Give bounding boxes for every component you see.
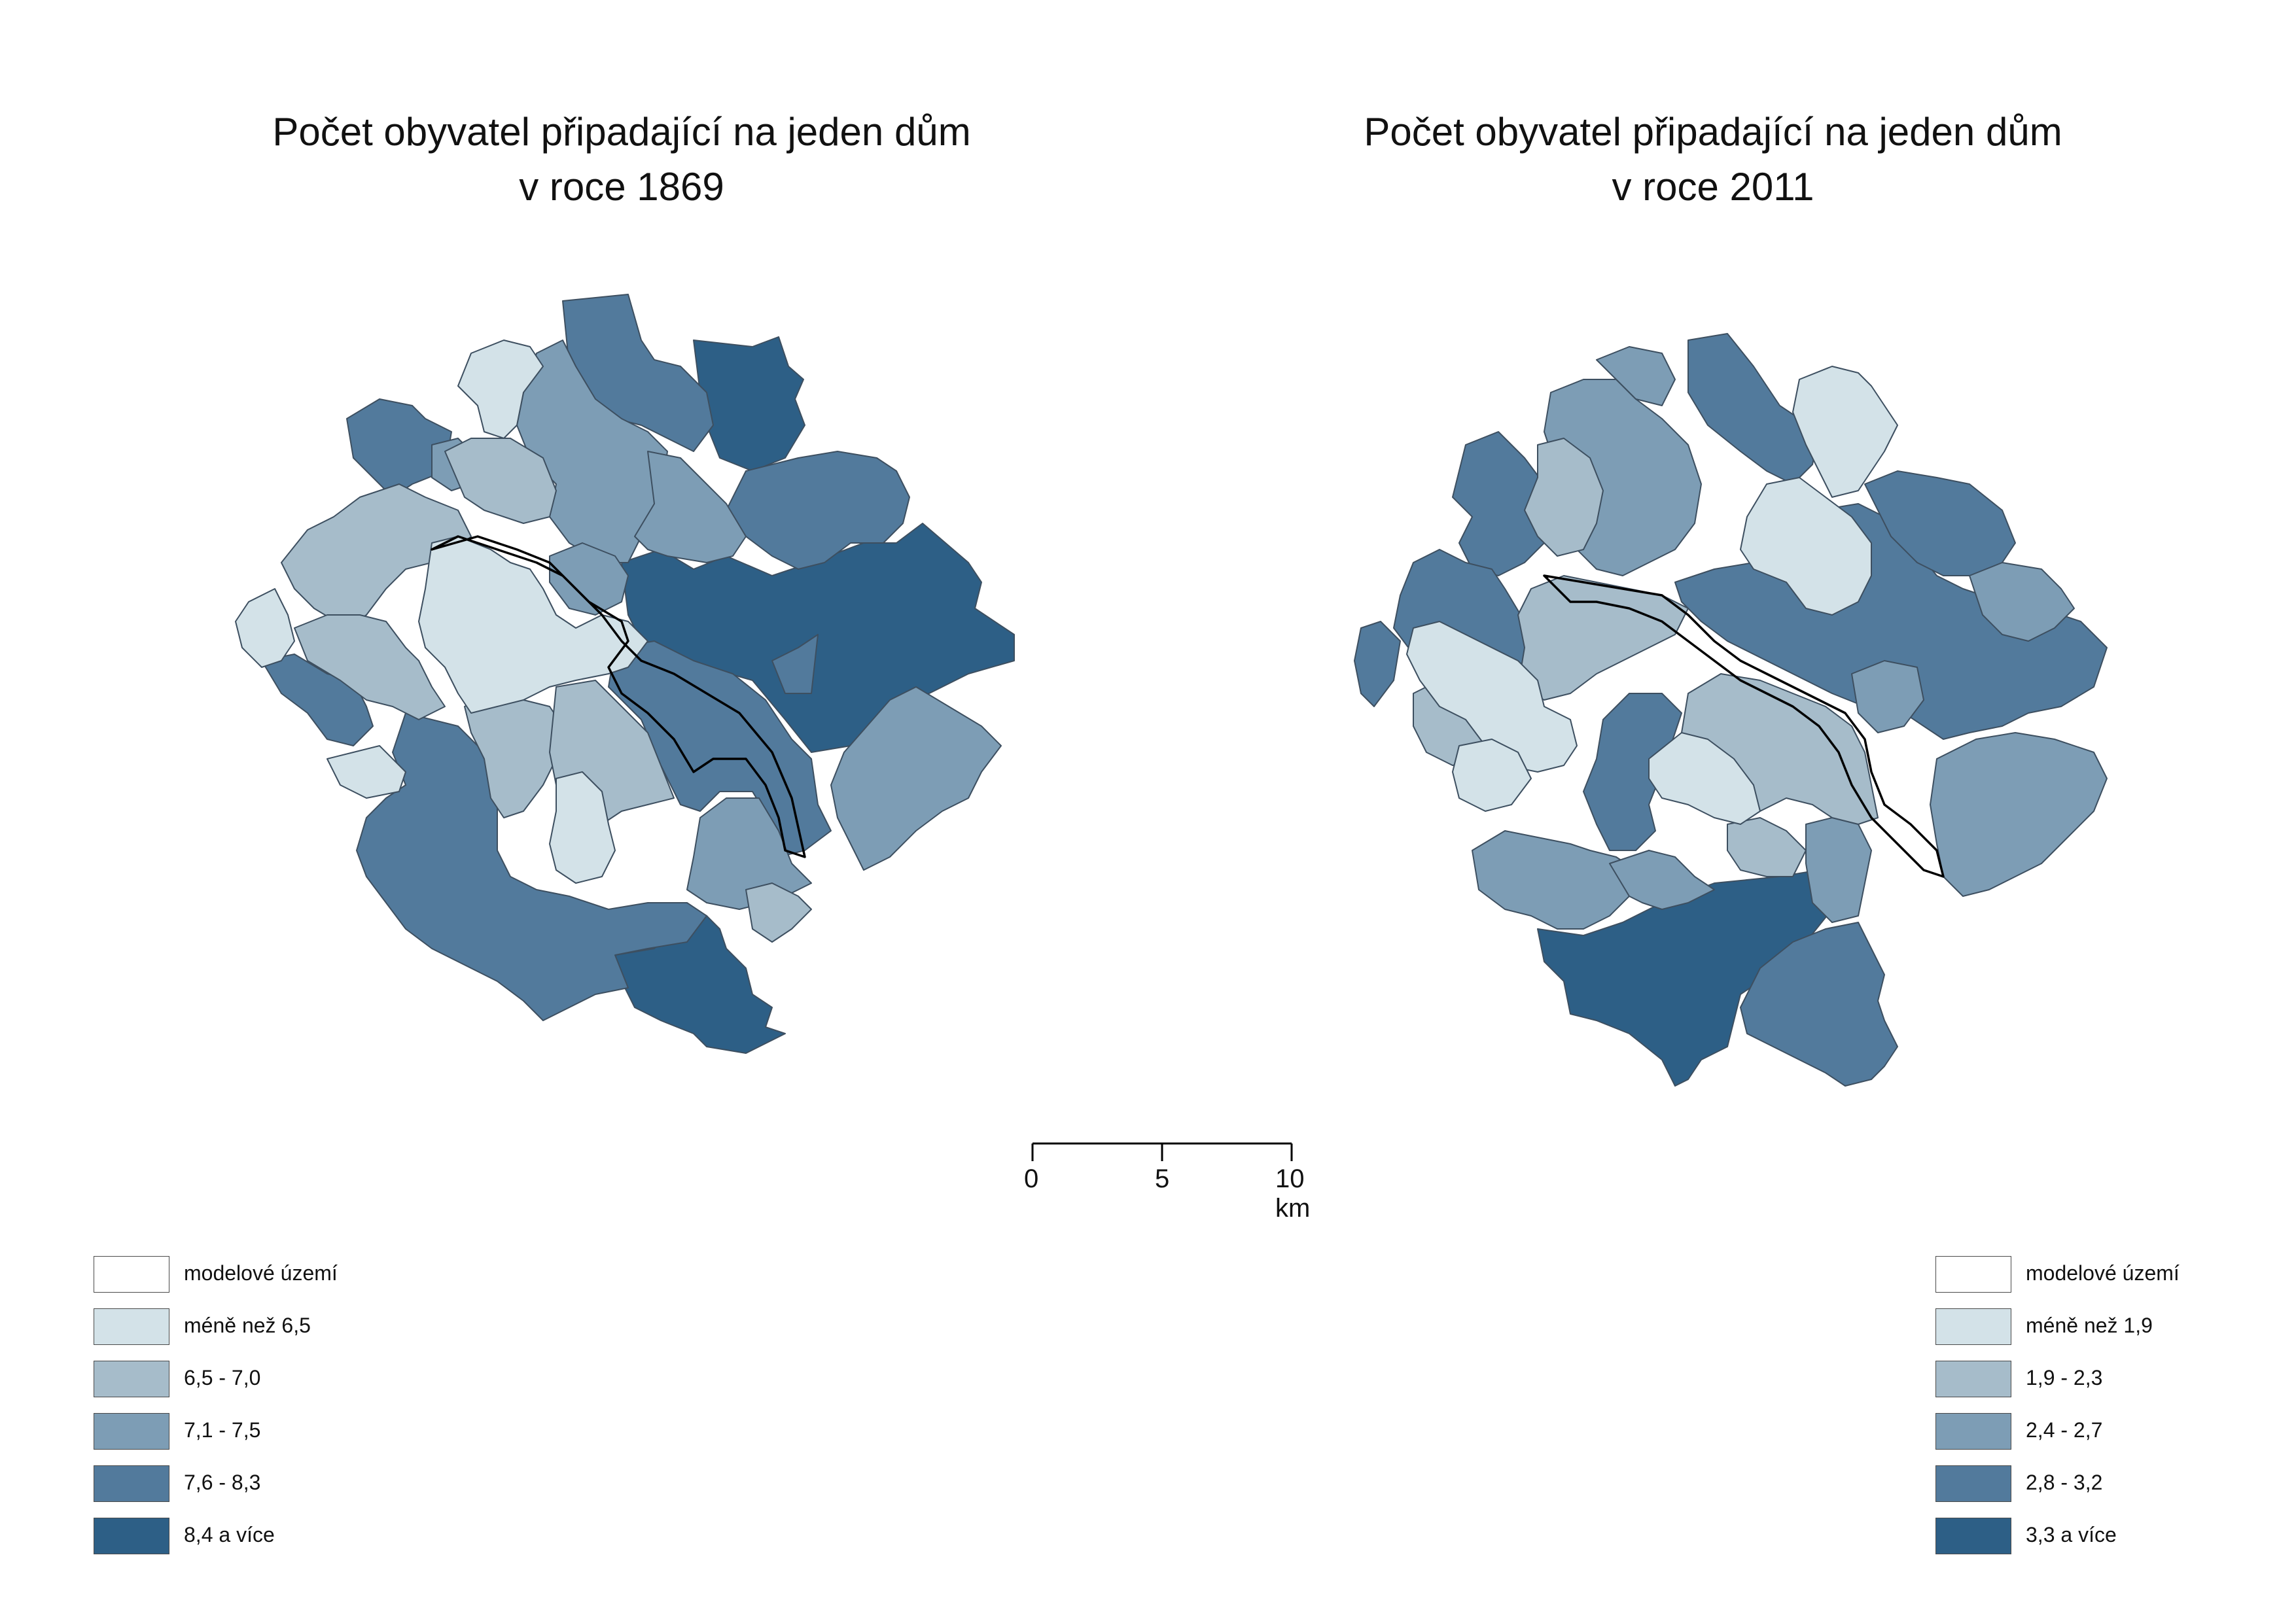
legend-label: 3,3 a více xyxy=(2026,1523,2117,1546)
title-line-2: v roce 2011 xyxy=(1612,165,1814,209)
legend-swatch xyxy=(1935,1413,2011,1450)
region xyxy=(1792,366,1898,498)
region xyxy=(1727,817,1807,877)
region xyxy=(1406,621,1578,773)
region xyxy=(549,542,629,616)
region xyxy=(1864,470,2016,576)
region xyxy=(1740,922,1898,1087)
region xyxy=(830,686,1002,871)
legend-swatch xyxy=(1935,1465,2011,1502)
region xyxy=(1648,732,1761,825)
region xyxy=(457,340,544,439)
model-area-outline xyxy=(1543,574,1945,878)
map-title-2011: Počet obyvatel připadající na jeden dům … xyxy=(1288,105,2138,215)
choropleth-map-1869 xyxy=(235,294,1015,1054)
region xyxy=(356,712,707,1021)
scale-label-5: 5 xyxy=(1155,1164,1170,1193)
scale-label-0: 0 xyxy=(1024,1164,1039,1193)
legend-swatch xyxy=(94,1465,169,1502)
region xyxy=(745,882,812,943)
region xyxy=(1583,693,1682,851)
scale-labels: 0 5 10 km xyxy=(1024,1125,1318,1223)
region xyxy=(549,771,616,884)
region xyxy=(261,654,374,746)
region xyxy=(444,438,557,524)
scale-bar xyxy=(1031,1142,1293,1161)
region xyxy=(1452,739,1532,812)
title-line-1: Počet obyvatel připadající na jeden dům xyxy=(1364,110,2062,154)
legend-label: modelové území xyxy=(2026,1261,2180,1285)
legend-swatch xyxy=(94,1361,169,1397)
legend-label: méně než 1,9 xyxy=(2026,1314,2153,1337)
region xyxy=(418,536,648,714)
legend-label: 7,1 - 7,5 xyxy=(184,1418,261,1442)
region xyxy=(1452,431,1558,576)
region xyxy=(1517,575,1689,701)
legend-label: 7,6 - 8,3 xyxy=(184,1471,261,1494)
region xyxy=(1930,732,2108,897)
legend-swatch xyxy=(94,1308,169,1345)
legend-swatch xyxy=(1935,1308,2011,1345)
region xyxy=(1740,477,1872,616)
legend-swatch xyxy=(94,1518,169,1554)
region xyxy=(634,451,747,563)
region xyxy=(1687,333,1820,485)
region xyxy=(693,336,805,472)
region xyxy=(327,745,406,799)
model-area-outline xyxy=(431,535,806,858)
legend-swatch xyxy=(1935,1361,2011,1397)
legend-label: 2,4 - 2,7 xyxy=(2026,1418,2103,1442)
scale-label-10: 10 km xyxy=(1275,1164,1311,1223)
region xyxy=(235,588,295,668)
region xyxy=(1354,621,1401,707)
region xyxy=(771,634,819,694)
region xyxy=(1851,660,1924,733)
legend-label: méně než 6,5 xyxy=(184,1314,311,1337)
region xyxy=(1609,850,1715,910)
title-line-2: v roce 1869 xyxy=(519,165,724,209)
legend-label: 8,4 a více xyxy=(184,1523,275,1546)
map-title-1869: Počet obyvatel připadající na jeden dům … xyxy=(196,105,1047,215)
legend-swatch xyxy=(94,1256,169,1293)
region xyxy=(1596,346,1676,406)
legend-label: 2,8 - 3,2 xyxy=(2026,1471,2103,1494)
choropleth-map-2011 xyxy=(1354,333,2108,1087)
region xyxy=(1524,438,1604,557)
region xyxy=(1805,817,1872,923)
legend-swatch xyxy=(1935,1518,2011,1554)
legend-label: 6,5 - 7,0 xyxy=(184,1366,261,1389)
title-line-1: Počet obyvatel připadající na jeden dům xyxy=(272,110,971,154)
legend-swatch xyxy=(1935,1256,2011,1293)
region xyxy=(1969,562,2075,642)
legend-label: 1,9 - 2,3 xyxy=(2026,1366,2103,1389)
legend-label: modelové území xyxy=(184,1261,338,1285)
region xyxy=(294,614,446,720)
region xyxy=(726,451,910,570)
legend-swatch xyxy=(94,1413,169,1450)
